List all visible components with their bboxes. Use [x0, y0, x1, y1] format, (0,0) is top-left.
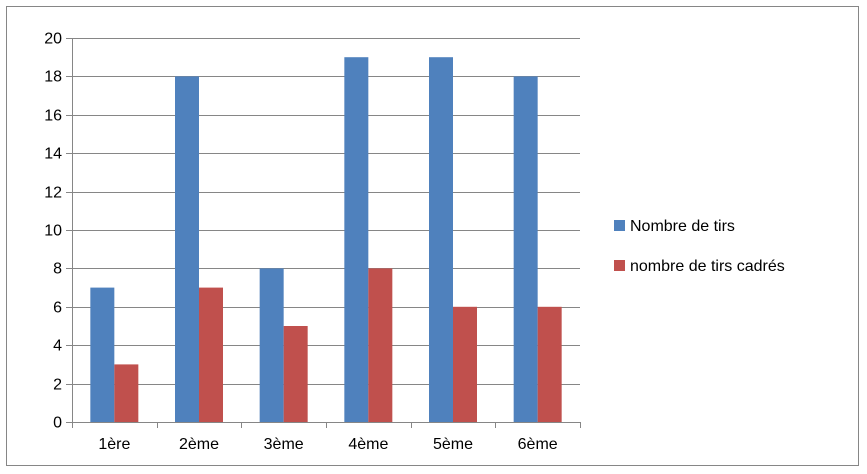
bar-nombre-de-tirs: [90, 287, 115, 422]
y-tick-label: 10: [44, 223, 62, 240]
legend-swatch: [614, 220, 625, 231]
x-tick-label: 6ème: [518, 436, 558, 453]
bar-nombre-de-tirs: [344, 57, 369, 422]
bar-nombre-de-tirs: [175, 76, 199, 423]
bar-tirs-cadres: [114, 364, 139, 422]
y-tick-label: 12: [44, 185, 62, 202]
y-tick-label: 14: [44, 146, 62, 163]
x-tick-label: 4ème: [348, 436, 388, 453]
x-axis: 1ère 2ème 3ème 4ème 5ème 6ème: [72, 422, 581, 453]
bar-nombre-de-tirs: [259, 268, 284, 422]
y-tick-label: 16: [44, 108, 62, 125]
gridlines: [72, 38, 580, 385]
bars: [90, 57, 562, 423]
y-tick-label: 4: [53, 338, 62, 355]
y-tick-label: 0: [53, 415, 62, 432]
bar-tirs-cadres: [199, 287, 223, 422]
bar-tirs-cadres: [453, 306, 477, 422]
legend-label: Nombre de tirs: [630, 218, 735, 235]
bar-tirs-cadres: [368, 268, 393, 422]
bar-tirs-cadres: [537, 306, 562, 422]
x-tick-label: 5ème: [433, 436, 473, 453]
legend-label: nombre de tirs cadrés: [630, 258, 785, 275]
x-tick-label: 3ème: [264, 436, 304, 453]
bar-nombre-de-tirs: [429, 57, 453, 422]
y-tick-label: 18: [44, 69, 62, 86]
bar-tirs-cadres: [283, 326, 308, 422]
y-tick-label: 6: [53, 300, 62, 317]
y-axis: 0 2 4 6 8 10 12 14 16 18 20: [44, 31, 73, 432]
x-tick-label: 1ère: [98, 436, 130, 453]
y-tick-label: 8: [53, 261, 62, 278]
x-tick-label: 2ème: [179, 436, 219, 453]
legend-swatch: [614, 260, 625, 271]
y-tick-label: 20: [44, 31, 62, 48]
bar-nombre-de-tirs: [513, 76, 538, 423]
y-tick-label: 2: [53, 377, 62, 394]
legend: Nombre de tirs nombre de tirs cadrés: [614, 218, 785, 275]
